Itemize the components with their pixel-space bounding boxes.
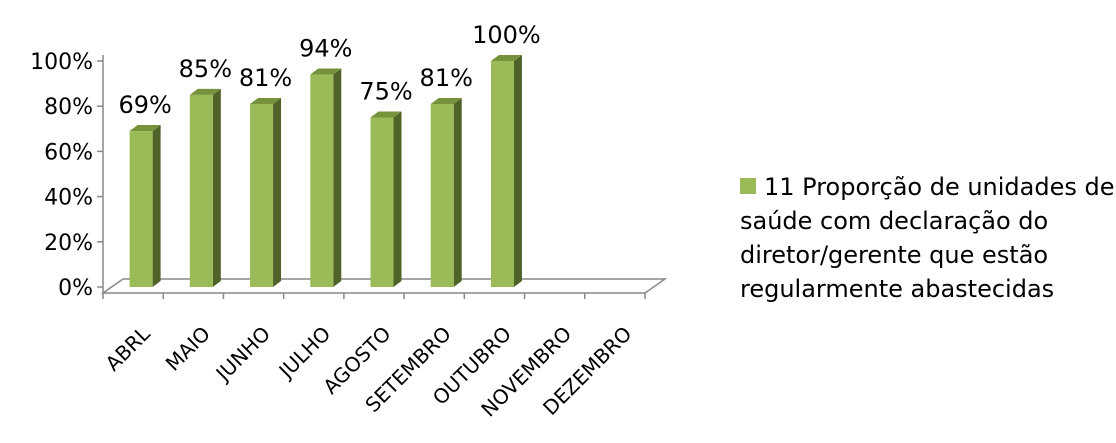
data-label: 75% (359, 78, 412, 106)
x-tick-label: JUNHO (210, 322, 275, 387)
bar-side (152, 125, 161, 287)
bar (430, 103, 454, 287)
bar-side (453, 97, 462, 287)
y-tick-label: 20% (44, 231, 93, 256)
x-tick-label: MAIO (161, 322, 215, 376)
bar-top (430, 97, 462, 104)
bar-top (129, 125, 161, 132)
data-label: 94% (299, 35, 352, 63)
bar-side (333, 68, 342, 287)
y-tick-label: 40% (44, 186, 93, 211)
y-tick-label: 100% (30, 50, 93, 75)
bar-side (212, 88, 221, 288)
y-tick-label: 60% (44, 140, 93, 165)
bar (129, 131, 153, 287)
bar-side (273, 97, 282, 287)
x-tick-label: ABRL (101, 321, 156, 376)
bar (250, 103, 274, 287)
bar-top (490, 55, 522, 61)
data-label: 81% (420, 64, 473, 92)
bar-top (370, 111, 402, 118)
bar-top (310, 68, 342, 75)
bar (490, 61, 514, 287)
y-tick-label: 80% (44, 95, 93, 120)
data-label: 85% (179, 55, 232, 83)
data-label: 81% (239, 64, 292, 92)
legend-label: 11 Proporção de unidades de saúde com de… (740, 173, 1115, 303)
bar-side (393, 111, 402, 287)
bar (310, 74, 334, 287)
bar (189, 94, 213, 288)
bar-side (513, 55, 522, 287)
legend-swatch (740, 178, 756, 194)
data-label: 100% (472, 21, 541, 49)
legend: 11 Proporção de unidades de saúde com de… (740, 170, 1116, 306)
bar-top (189, 88, 221, 95)
bar-top (250, 97, 282, 104)
data-label: 69% (118, 91, 171, 119)
bar (370, 117, 394, 287)
y-tick-label: 0% (58, 276, 93, 301)
